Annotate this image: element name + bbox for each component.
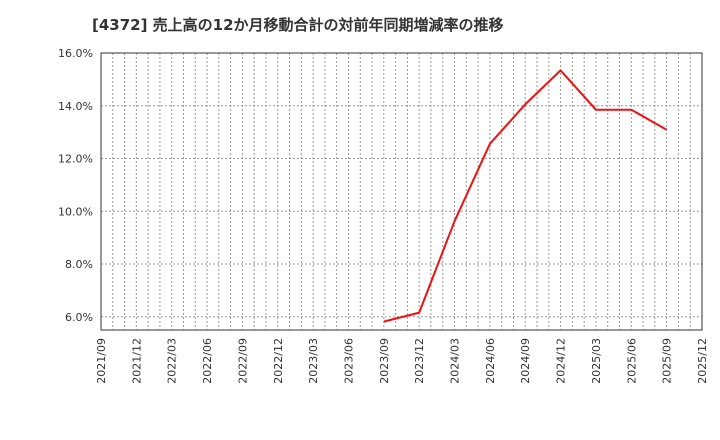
plot-frame <box>100 52 703 331</box>
x-tick-label: 2025/06 <box>625 338 638 384</box>
y-tick-label: 10.0% <box>58 205 93 218</box>
x-tick-label: 2023/06 <box>342 338 355 384</box>
x-tick-label: 2022/09 <box>236 338 249 384</box>
y-tick-label: 6.0% <box>65 311 93 324</box>
x-axis-labels: 2021/09 2021/12 2022/03 2022/06 2022/09 2022/… <box>95 338 709 384</box>
x-tick-label: 2022/12 <box>272 338 285 384</box>
y-tick-label: 12.0% <box>58 153 93 166</box>
x-tick-label: 2025/12 <box>696 338 709 384</box>
x-tick-label: 2024/09 <box>519 338 532 384</box>
grid-lines <box>101 53 702 330</box>
x-tick-label: 2025/03 <box>590 338 603 384</box>
x-tick-label: 2023/12 <box>413 338 426 384</box>
y-tick-label: 8.0% <box>65 258 93 271</box>
x-tick-label: 2021/09 <box>95 338 108 384</box>
series-line <box>383 69 668 323</box>
x-tick-label: 2024/12 <box>555 338 568 384</box>
chart-title: [4372] 売上高の12か月移動合計の対前年同期増減率の推移 <box>92 16 504 34</box>
x-tick-label: 2022/06 <box>201 338 214 384</box>
y-tick-label: 16.0% <box>58 47 93 60</box>
x-tick-label: 2024/06 <box>484 338 497 384</box>
x-tick-label: 2021/12 <box>130 338 143 384</box>
y-axis-labels: 6.0% 8.0% 10.0% 12.0% 14.0% 16.0% <box>58 47 93 324</box>
x-tick-label: 2023/03 <box>307 338 320 384</box>
y-tick-label: 14.0% <box>58 100 93 113</box>
x-tick-label: 2023/09 <box>378 338 391 384</box>
x-tick-label: 2022/03 <box>166 338 179 384</box>
x-tick-label: 2024/03 <box>449 338 462 384</box>
x-tick-label: 2025/09 <box>661 338 674 384</box>
